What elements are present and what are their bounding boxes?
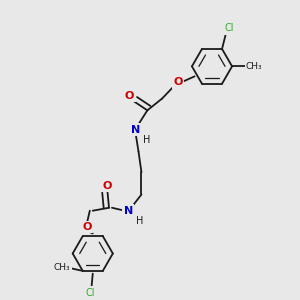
Text: O: O bbox=[82, 222, 92, 232]
Text: O: O bbox=[174, 77, 183, 87]
Text: Cl: Cl bbox=[225, 23, 234, 33]
Text: O: O bbox=[125, 91, 134, 101]
Text: O: O bbox=[103, 181, 112, 190]
Text: Cl: Cl bbox=[85, 288, 94, 298]
Text: N: N bbox=[131, 124, 140, 134]
Text: N: N bbox=[124, 206, 133, 216]
Text: CH₃: CH₃ bbox=[54, 263, 70, 272]
Text: CH₃: CH₃ bbox=[246, 62, 262, 71]
Text: H: H bbox=[136, 216, 143, 226]
Text: H: H bbox=[143, 135, 150, 145]
